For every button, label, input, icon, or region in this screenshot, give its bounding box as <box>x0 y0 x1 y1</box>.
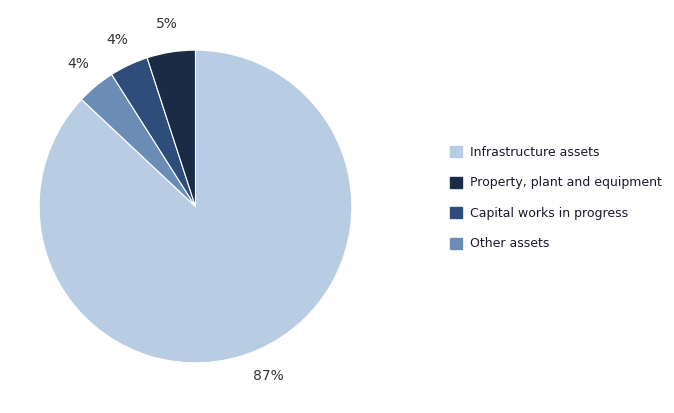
Text: 4%: 4% <box>106 33 128 47</box>
Wedge shape <box>82 74 195 206</box>
Wedge shape <box>112 58 195 206</box>
Text: 4%: 4% <box>67 57 89 71</box>
Text: 5%: 5% <box>156 17 177 31</box>
Wedge shape <box>39 50 352 363</box>
Wedge shape <box>147 50 195 206</box>
Legend: Infrastructure assets, Property, plant and equipment, Capital works in progress,: Infrastructure assets, Property, plant a… <box>443 140 668 257</box>
Text: 87%: 87% <box>253 369 284 383</box>
